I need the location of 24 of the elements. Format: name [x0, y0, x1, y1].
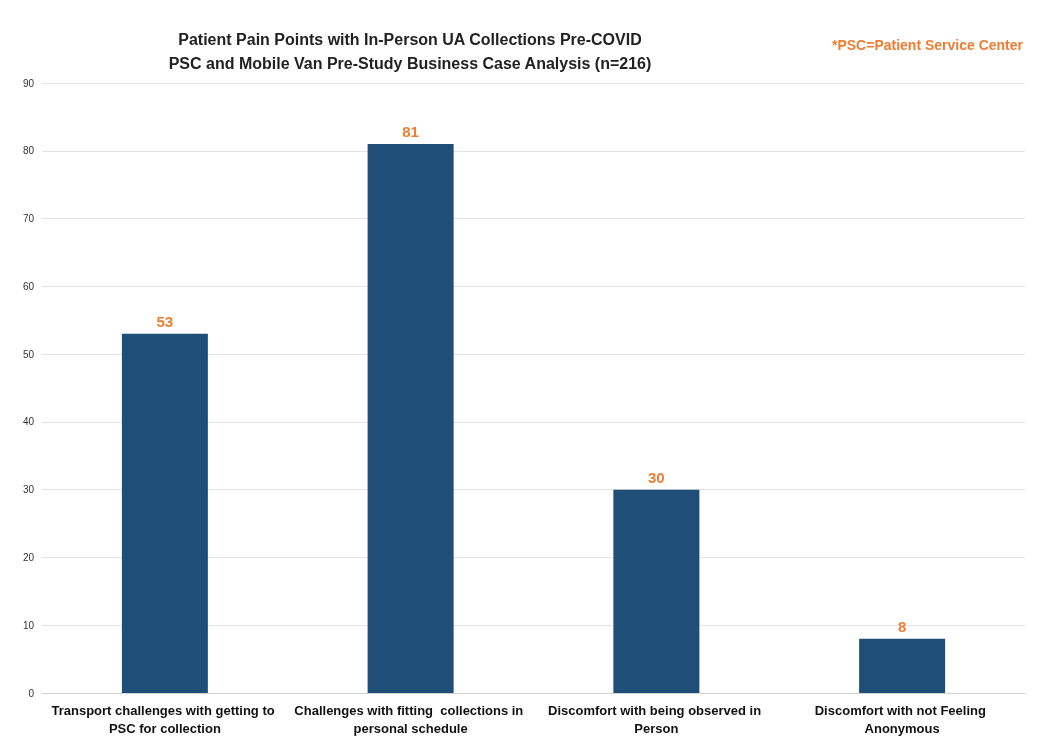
text: *PSC=Patient Service Center	[831, 37, 1024, 53]
y-tick-label: 40	[22, 416, 35, 428]
x-tick-label: Discomfort with not Feeling Anonymous	[814, 702, 990, 736]
y-tick-label: 30	[22, 484, 35, 496]
chart-title: Patient Pain Points with In-Person UA Collections Pre-COVID PSC and Mobile Van Pre-Study Business Case Analysis (n=216)	[168, 30, 652, 72]
y-tick-label: 20	[22, 551, 35, 563]
y-tick-label: 90	[22, 77, 35, 89]
y-tick-label: 70	[22, 213, 35, 225]
bar	[613, 489, 700, 693]
bar	[367, 144, 454, 693]
y-tick-label: 60	[22, 280, 35, 292]
data-label: 81	[402, 123, 419, 140]
bar	[121, 333, 208, 693]
x-tick-label: Transport challenges with getting to PSC for collection	[51, 702, 279, 736]
data-label: 30	[648, 468, 665, 486]
y-tick-label: 0	[28, 687, 35, 699]
x-tick-label: Discomfort with being observed in Person	[548, 702, 765, 736]
data-label: 53	[156, 312, 174, 330]
y-tick-label: 10	[22, 619, 35, 631]
bar	[859, 638, 946, 693]
y-tick-label: 80	[22, 145, 35, 157]
data-label: 8	[897, 617, 907, 635]
y-tick-label: 50	[22, 348, 35, 360]
x-tick-label: Challenges with fitting collections in personal schedule	[294, 702, 527, 736]
